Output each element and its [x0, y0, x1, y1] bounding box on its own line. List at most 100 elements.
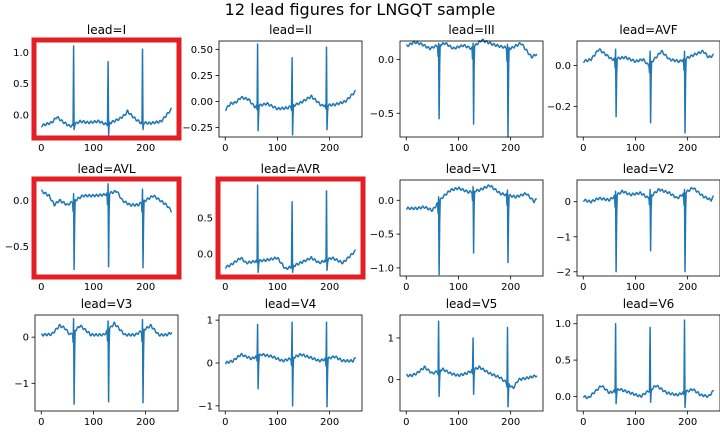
subplot-title: lead=AVF — [619, 23, 677, 37]
x-tick-label: 100 — [449, 417, 468, 428]
subplot-title: lead=V6 — [623, 297, 675, 311]
y-tick-label: 0.0 — [197, 250, 213, 261]
series-line — [224, 321, 357, 408]
chart-panel: 0 100 200 −1 0 lead=V3 — [14, 297, 179, 428]
axes-frame — [399, 314, 544, 412]
chart-panel: 0 100 200 −0.2 0.0 lead=AVF — [547, 23, 720, 154]
x-tick-label: 0 — [38, 282, 44, 293]
axes-frame — [576, 40, 720, 138]
chart-panel: 0 100 200 −0.5 0.0 lead=III — [370, 23, 544, 154]
axes-frame — [576, 179, 720, 277]
x-tick-label: 0 — [580, 143, 586, 154]
x-tick-label: 200 — [501, 143, 520, 154]
chart-panel: 0 100 200 −0.5 0.0 lead=AVL — [5, 162, 182, 293]
x-tick-label: 100 — [268, 417, 287, 428]
axes-frame — [576, 314, 720, 412]
chart-panel: 0 100 200 −2 −1 0 lead=V2 — [556, 162, 720, 293]
y-tick-label: 0.0 — [13, 196, 29, 207]
series-line — [224, 43, 356, 136]
subplot-title: lead=V4 — [265, 297, 317, 311]
x-tick-label: 100 — [84, 282, 103, 293]
y-tick-label: 0.0 — [378, 55, 394, 66]
series-line — [225, 184, 357, 274]
axes-frame — [399, 40, 544, 138]
series-line — [405, 184, 538, 276]
axes-frame — [34, 40, 179, 138]
x-tick-label: 200 — [320, 143, 339, 154]
axes-frame — [34, 314, 179, 412]
y-tick-label: 0.50 — [191, 45, 213, 56]
highlight-box — [31, 37, 182, 141]
chart-panel: 0 100 200 −1.0 −0.5 0.0 lead=V1 — [370, 162, 544, 293]
figure-title: 12 lead figures for LNGQT sample — [224, 0, 496, 19]
y-tick-label: −1 — [198, 401, 213, 412]
y-tick-label: −0.25 — [182, 123, 213, 134]
x-tick-label: 0 — [38, 143, 44, 154]
subplot-title: lead=II — [269, 23, 312, 37]
axes-frame — [218, 40, 363, 138]
subplot-title: lead=I — [87, 23, 126, 37]
y-tick-label: 1.0 — [555, 319, 571, 330]
series-line — [582, 186, 714, 273]
y-tick-label: 0 — [23, 333, 29, 344]
x-tick-label: 0 — [222, 417, 228, 428]
x-tick-label: 200 — [678, 417, 697, 428]
highlight-box — [31, 176, 182, 280]
x-tick-label: 0 — [222, 282, 228, 293]
y-tick-label: −1 — [14, 379, 29, 390]
y-tick-label: 0 — [388, 375, 394, 386]
x-tick-label: 0 — [403, 282, 409, 293]
x-tick-label: 200 — [136, 143, 155, 154]
x-tick-label: 0 — [403, 143, 409, 154]
x-tick-label: 100 — [84, 417, 103, 428]
x-tick-label: 100 — [626, 282, 645, 293]
y-tick-label: 0.0 — [378, 196, 394, 207]
series-line — [406, 38, 538, 138]
y-tick-label: 0.5 — [197, 213, 213, 224]
chart-panel: 0 100 200 0.0 0.5 lead=AVR — [197, 162, 366, 293]
subplot-title: lead=V3 — [81, 297, 133, 311]
y-tick-label: 1.0 — [13, 48, 29, 59]
y-tick-label: −0.5 — [370, 109, 394, 120]
y-tick-label: 0 — [565, 197, 571, 208]
y-tick-label: 1 — [207, 316, 213, 327]
series-line — [40, 45, 172, 136]
x-tick-label: 100 — [626, 143, 645, 154]
y-tick-label: 0.00 — [191, 97, 213, 108]
highlight-box — [215, 176, 366, 280]
y-tick-label: 0.0 — [13, 111, 29, 122]
y-tick-label: −0.5 — [370, 230, 394, 241]
x-tick-label: 200 — [678, 143, 697, 154]
x-tick-label: 0 — [222, 143, 228, 154]
subplot-title: lead=V2 — [623, 162, 675, 176]
x-tick-label: 200 — [320, 282, 339, 293]
x-tick-label: 100 — [449, 282, 468, 293]
chart-panel: 0 100 200 0.0 0.5 1.0 lead=I — [13, 23, 182, 154]
subplot-title: lead=AVL — [77, 162, 135, 176]
chart-panel: 0 100 200 −0.25 0.00 0.25 0.50 lead=II — [182, 23, 363, 154]
y-tick-label: 0.5 — [555, 356, 571, 367]
y-tick-label: 1 — [388, 333, 394, 344]
y-tick-label: −0.5 — [5, 242, 29, 253]
y-tick-label: 0.5 — [13, 79, 29, 90]
x-tick-label: 0 — [403, 417, 409, 428]
x-tick-label: 100 — [268, 143, 287, 154]
x-tick-label: 0 — [580, 282, 586, 293]
x-tick-label: 200 — [501, 417, 520, 428]
y-tick-label: −1.0 — [370, 263, 394, 274]
x-tick-label: 100 — [449, 143, 468, 154]
series-line — [583, 48, 715, 134]
x-tick-label: 0 — [38, 417, 44, 428]
chart-panel: 0 100 200 −1 0 1 lead=V4 — [198, 297, 363, 428]
series-line — [406, 320, 538, 408]
x-tick-label: 0 — [580, 417, 586, 428]
y-tick-label: −2 — [556, 267, 571, 278]
x-tick-label: 200 — [501, 282, 520, 293]
series-line — [40, 182, 172, 271]
x-tick-label: 100 — [84, 143, 103, 154]
x-tick-label: 200 — [320, 417, 339, 428]
chart-panel: 0 100 200 0 1 lead=V5 — [388, 297, 544, 428]
y-tick-label: −1 — [556, 232, 571, 243]
axes-frame — [218, 314, 363, 412]
